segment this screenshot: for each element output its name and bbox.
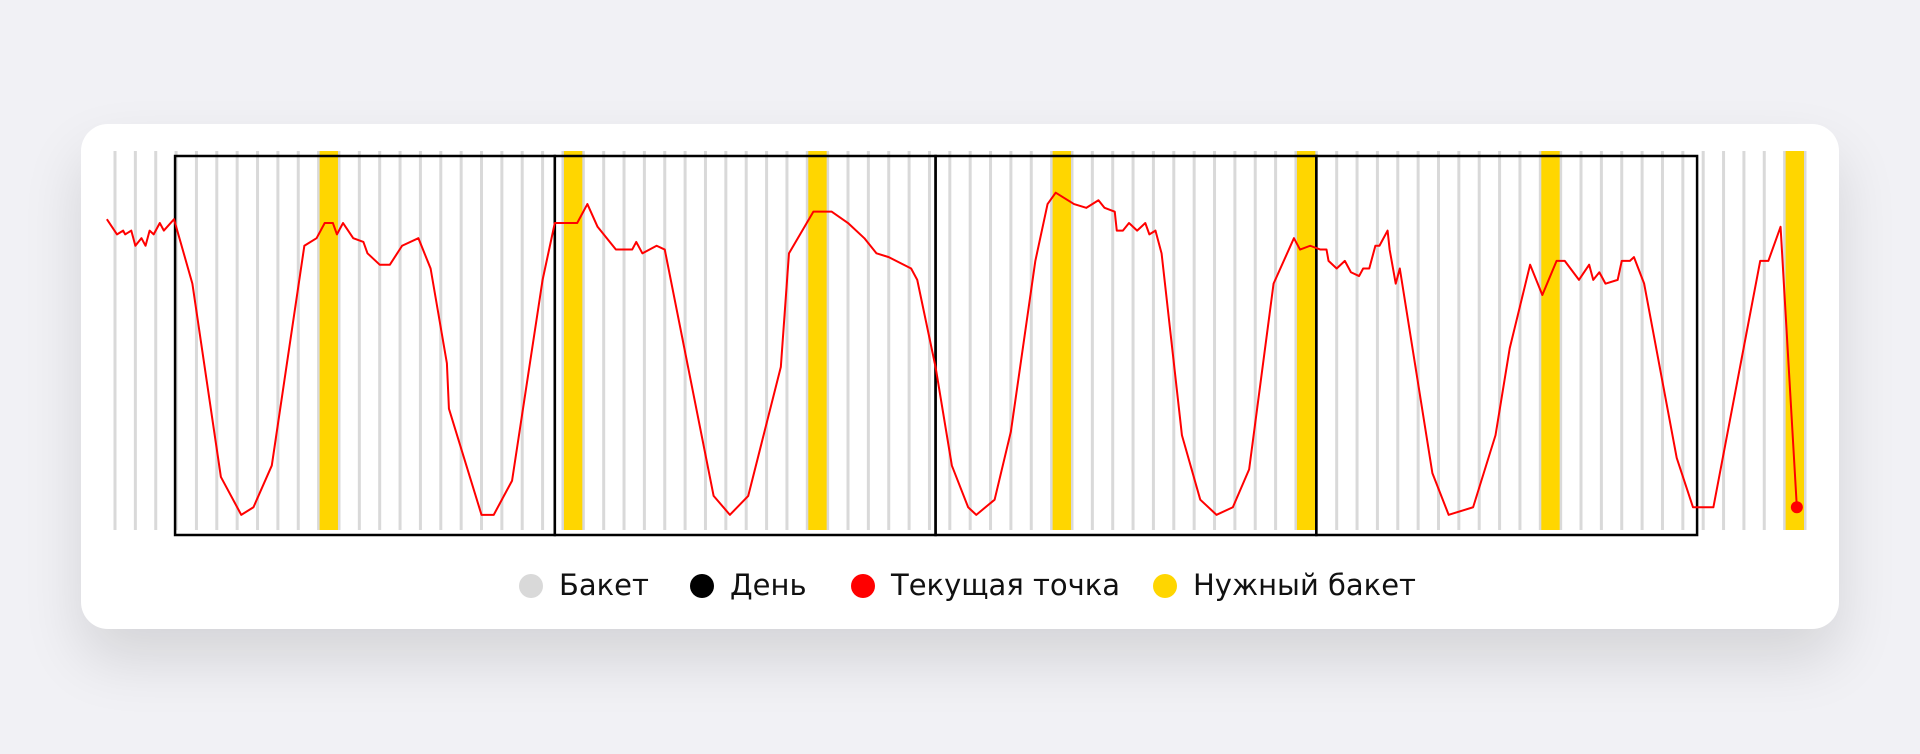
legend-label: Нужный бакет <box>1193 568 1416 602</box>
target-bucket <box>808 151 827 530</box>
legend-label: Бакет <box>559 568 649 602</box>
legend-swatch <box>519 574 543 598</box>
day-box <box>173 154 557 537</box>
series-line <box>106 191 1798 516</box>
legend-swatch <box>851 574 875 598</box>
target-bucket <box>1296 151 1316 530</box>
target-bucket <box>319 151 338 530</box>
day-box <box>934 154 1318 537</box>
target-bucket <box>1785 151 1804 530</box>
current-point <box>1790 501 1803 514</box>
target-bucket <box>1052 151 1071 530</box>
legend-swatch <box>690 574 714 598</box>
legend-label: Текущая точка <box>890 568 1120 602</box>
target-bucket <box>563 151 583 530</box>
target-bucket <box>1541 151 1560 530</box>
legend-label: День <box>730 568 807 602</box>
day-box <box>1315 154 1699 537</box>
legend-swatch <box>1153 574 1177 598</box>
